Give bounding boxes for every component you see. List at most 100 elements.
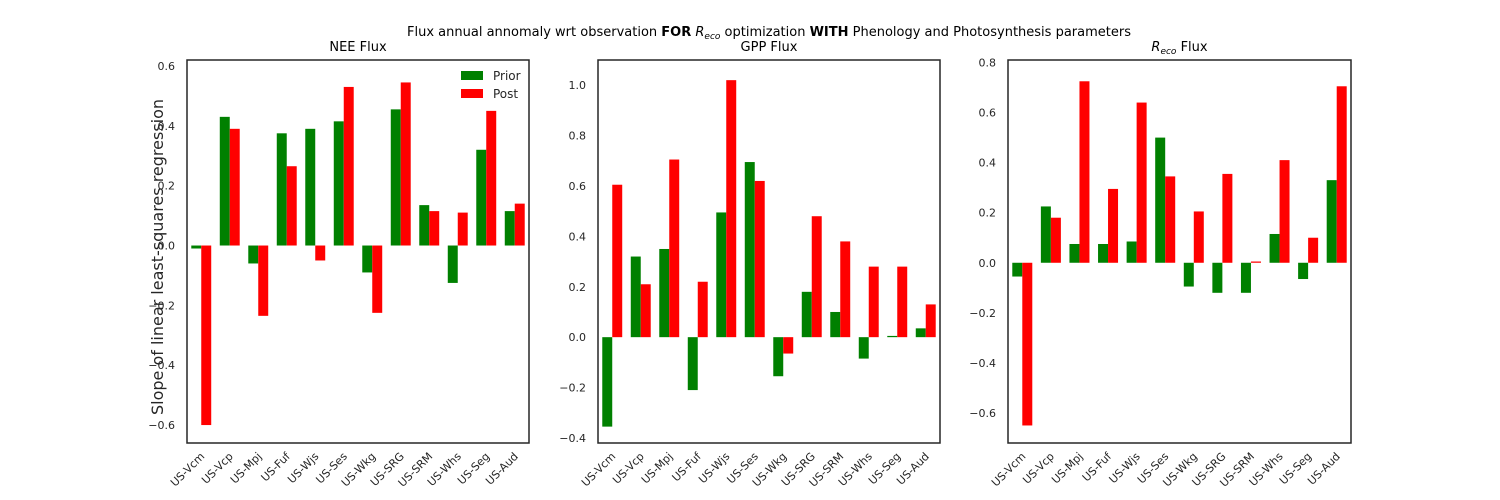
reco-prior-bar-us-srg xyxy=(1212,262,1223,293)
gpp-post-bar-us-vcm xyxy=(612,184,623,338)
gpp-y-tick-label: −0.2 xyxy=(559,382,586,395)
legend-label-prior: Prior xyxy=(493,69,521,83)
gpp-y-tick-label: 0.0 xyxy=(569,331,587,344)
gpp-post-bar-us-ses xyxy=(754,180,765,338)
gpp-prior-bar-us-whs xyxy=(858,337,869,359)
nee-post-bar-us-srg xyxy=(400,82,411,246)
gpp-post-bar-us-fuf xyxy=(697,281,708,338)
nee-flux-panel: −0.6 −0.4 −0.2 0.0 0.2 0.4 0.6 US-VcmUS-VcpUS-M… xyxy=(148,40,530,490)
nee-x-tick-label: US-Mpj xyxy=(228,450,264,486)
reco-prior-bar-us-aud xyxy=(1326,180,1337,263)
legend-label-post: Post xyxy=(493,87,518,101)
nee-post-bar-us-wjs xyxy=(315,245,326,261)
reco-post-bar-us-mpj xyxy=(1079,81,1090,263)
reco-panel-title: Reco Flux xyxy=(1151,40,1208,57)
nee-y-tick-label: 0.2 xyxy=(158,180,176,193)
reco-post-bar-us-fuf xyxy=(1108,188,1119,263)
gpp-panel-title: GPP Flux xyxy=(741,40,798,55)
reco-x-tick-label: US-Vcm xyxy=(989,450,1028,489)
nee-prior-bar-us-mpj xyxy=(248,245,259,264)
gpp-prior-bar-us-srg xyxy=(801,291,812,338)
nee-prior-bar-us-whs xyxy=(447,245,458,283)
reco-post-bar-us-wjs xyxy=(1136,102,1147,263)
reco-plot-frame xyxy=(1007,59,1352,444)
nee-post-bar-us-srm xyxy=(429,211,440,246)
reco-y-tick-label: 0.0 xyxy=(979,257,997,270)
nee-plot-frame xyxy=(186,59,530,444)
nee-x-tick-label: US-Vcp xyxy=(199,450,236,487)
gpp-post-bar-us-mpj xyxy=(669,159,680,338)
reco-post-bar-us-seg xyxy=(1308,237,1319,263)
nee-y-tick-label: −0.4 xyxy=(148,359,175,372)
gpp-post-bar-us-seg xyxy=(897,266,908,338)
gpp-x-tick-label: US-Vcp xyxy=(610,450,647,487)
reco-prior-bar-us-vcm xyxy=(1012,262,1023,277)
gpp-y-tick-label: 1.0 xyxy=(569,79,587,92)
nee-prior-bar-us-aud xyxy=(504,211,515,246)
nee-panel-title: NEE Flux xyxy=(329,40,387,55)
gpp-x-tick-label: US-Aud xyxy=(894,450,932,488)
nee-y-tick-label: −0.2 xyxy=(148,299,175,312)
gpp-post-bar-us-whs xyxy=(868,266,879,338)
gpp-prior-bar-us-mpj xyxy=(659,248,670,338)
reco-y-tick-label: −0.4 xyxy=(969,357,996,370)
nee-prior-bar-us-wjs xyxy=(305,128,316,246)
gpp-prior-bar-us-vcm xyxy=(602,337,613,427)
reco-post-bar-us-wkg xyxy=(1193,211,1204,263)
nee-prior-bar-us-seg xyxy=(476,149,487,246)
reco-prior-bar-us-vcp xyxy=(1040,206,1051,263)
gpp-post-bar-us-aud xyxy=(925,304,936,338)
gpp-prior-bar-us-fuf xyxy=(687,337,698,391)
reco-prior-bar-us-wkg xyxy=(1183,262,1194,287)
reco-x-tick-label: US-Aud xyxy=(1305,450,1343,488)
nee-post-bar-us-vcm xyxy=(201,245,212,426)
reco-y-tick-label: 0.8 xyxy=(979,57,997,70)
nee-prior-bar-us-ses xyxy=(333,121,344,246)
gpp-plot-frame xyxy=(597,59,941,444)
reco-prior-bar-us-ses xyxy=(1155,137,1166,263)
gpp-prior-bar-us-seg xyxy=(887,335,898,338)
gpp-post-bar-us-wjs xyxy=(726,80,737,338)
nee-prior-bar-us-fuf xyxy=(276,133,287,246)
nee-prior-bar-us-wkg xyxy=(362,245,373,273)
gpp-post-bar-us-srg xyxy=(811,216,822,338)
nee-post-bar-us-whs xyxy=(457,212,468,246)
reco-prior-bar-us-srm xyxy=(1240,262,1251,293)
reco-post-bar-us-aud xyxy=(1336,86,1347,263)
y-axis-label: Slope of linear least-squares regression xyxy=(148,99,167,415)
gpp-post-bar-us-srm xyxy=(840,241,851,338)
gpp-post-bar-us-wkg xyxy=(783,337,794,354)
nee-post-bar-us-fuf xyxy=(286,166,297,246)
reco-y-tick-label: 0.6 xyxy=(979,107,997,120)
reco-y-tick-label: 0.2 xyxy=(979,207,997,220)
figure-suptitle: Flux annual annomaly wrt observation FOR… xyxy=(407,25,1131,42)
nee-prior-bar-us-vcp xyxy=(219,116,230,246)
reco-post-bar-us-vcp xyxy=(1050,217,1061,263)
nee-post-bar-us-wkg xyxy=(372,245,383,313)
nee-post-bar-us-vcp xyxy=(229,128,240,246)
reco-post-bar-us-vcm xyxy=(1022,262,1033,426)
reco-prior-bar-us-whs xyxy=(1269,233,1280,263)
nee-x-tick-label: US-Aud xyxy=(483,450,521,488)
gpp-y-tick-label: 0.4 xyxy=(569,230,587,243)
reco-y-tick-label: −0.6 xyxy=(969,407,996,420)
gpp-prior-bar-us-aud xyxy=(915,328,926,338)
gpp-y-tick-label: 0.8 xyxy=(569,130,587,143)
nee-x-tick-label: US-Vcm xyxy=(168,450,207,489)
reco-post-bar-us-srm xyxy=(1250,261,1261,263)
gpp-y-tick-label: 0.6 xyxy=(569,180,587,193)
gpp-prior-bar-us-srm xyxy=(830,311,841,338)
reco-y-tick-label: −0.2 xyxy=(969,307,996,320)
nee-y-tick-label: 0.0 xyxy=(158,240,176,253)
gpp-y-tick-label: −0.4 xyxy=(559,432,586,445)
nee-prior-bar-us-vcm xyxy=(191,245,202,249)
reco-prior-bar-us-mpj xyxy=(1069,243,1080,263)
reco-post-bar-us-srg xyxy=(1222,173,1233,263)
gpp-x-tick-label: US-Vcm xyxy=(579,450,618,489)
nee-post-bar-us-ses xyxy=(343,86,354,246)
gpp-y-tick-label: 0.2 xyxy=(569,281,587,294)
reco-y-tick-label: 0.4 xyxy=(979,157,997,170)
legend-swatch-prior xyxy=(461,71,483,80)
reco-flux-panel: −0.6−0.4−0.20.00.20.40.60.8US-VcmUS-VcpU… xyxy=(969,40,1352,490)
